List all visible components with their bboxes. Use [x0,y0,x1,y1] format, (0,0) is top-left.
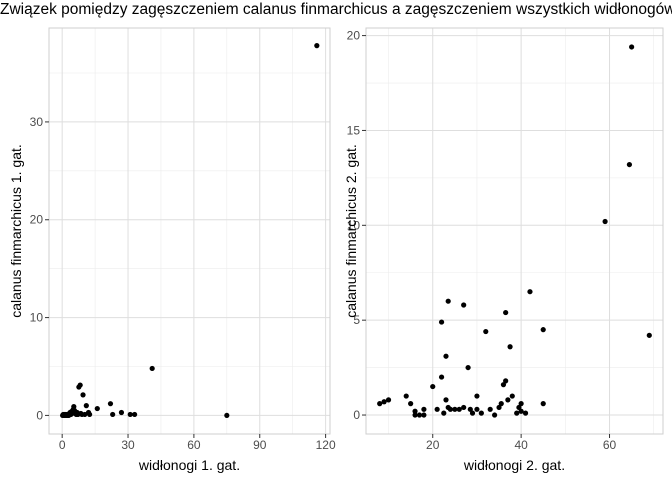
data-point [149,365,155,372]
y-axis-label: calanus finmarchicus 1. gat. [8,144,24,318]
data-point [518,408,524,414]
x-axis-label: widłonogi 2. gat. [463,457,565,473]
data-point [71,404,77,410]
data-point [509,393,515,399]
x-tick-label: 120 [316,438,336,452]
data-point [522,410,529,416]
data-point [478,410,484,416]
data-point [516,404,522,411]
data-point [505,397,511,403]
y-tick-label: 10 [30,311,44,325]
data-point [421,412,427,418]
data-point [416,412,423,418]
data-point [514,410,520,416]
data-point [77,382,83,388]
data-point [456,406,462,412]
y-tick-label: 0 [36,408,43,422]
data-point [441,410,447,416]
data-point [503,378,509,384]
panel-border [365,27,664,435]
data-point [626,161,633,168]
data-point [408,401,414,407]
chart-panel-right: 20 40 60 0 5 10 15 20 widłonogi 2. gat. calanus f… [343,27,664,473]
data-point [430,383,436,390]
data-point [132,411,138,418]
data-point [452,406,458,412]
x-tick-label: 20 [426,438,440,452]
data-point [483,328,489,335]
y-tick-label: 0 [353,408,360,422]
data-point [447,406,454,412]
data-point [507,344,513,350]
x-tick-label: 60 [187,438,201,452]
data-point [403,393,409,399]
data-point [412,412,418,418]
data-point [421,406,427,412]
y-tick-label: 20 [347,29,361,43]
x-tick-label: 60 [603,438,617,452]
y-tick-label: 30 [30,115,44,129]
data-point [461,404,467,411]
x-axis-label: widłonogi 1. gat. [138,457,240,473]
data-point [496,404,502,411]
y-tick-label: 5 [353,313,360,327]
data-point [381,399,387,405]
data-point [467,406,473,412]
data-point [465,364,471,371]
x-tick-label: 90 [253,438,267,452]
data-point [412,408,418,414]
data-point [110,411,116,418]
data-point [500,382,507,388]
data-point [80,392,86,398]
data-point [461,302,467,308]
y-axis-label: calanus finmarchicus 2. gat. [343,144,359,318]
data-point [474,406,480,412]
data-point [474,393,480,399]
data-point [94,405,100,412]
data-point [540,401,546,407]
data-point [443,353,449,359]
data-point [127,411,133,418]
y-tick-label: 15 [347,123,361,137]
data-point [492,412,498,418]
data-point [503,309,509,316]
data-point [118,409,125,416]
figure-title: Związek pomiędzy zagęszczeniem calanus f… [0,1,672,18]
data-point [540,327,546,333]
data-point [438,374,445,380]
data-point [469,410,476,416]
data-point [377,401,383,407]
data-point [107,401,114,407]
data-point [224,412,230,419]
data-point [518,401,524,407]
data-point [83,403,89,409]
panel-border [48,27,331,435]
data-point [527,289,533,295]
data-point [438,319,445,325]
data-point [498,401,504,407]
x-tick-label: 0 [59,438,66,452]
data-point [434,406,440,412]
data-point [314,43,320,49]
y-tick-label: 20 [30,213,44,227]
data-point [443,397,449,403]
y-tick-label: 10 [347,218,361,232]
data-point [646,332,652,338]
data-point [385,397,392,403]
data-point [87,411,93,418]
data-point [445,298,451,304]
x-tick-label: 30 [121,438,135,452]
x-tick-label: 40 [514,438,528,452]
data-point [487,406,493,412]
data-point [602,218,608,225]
data-point [629,44,635,50]
